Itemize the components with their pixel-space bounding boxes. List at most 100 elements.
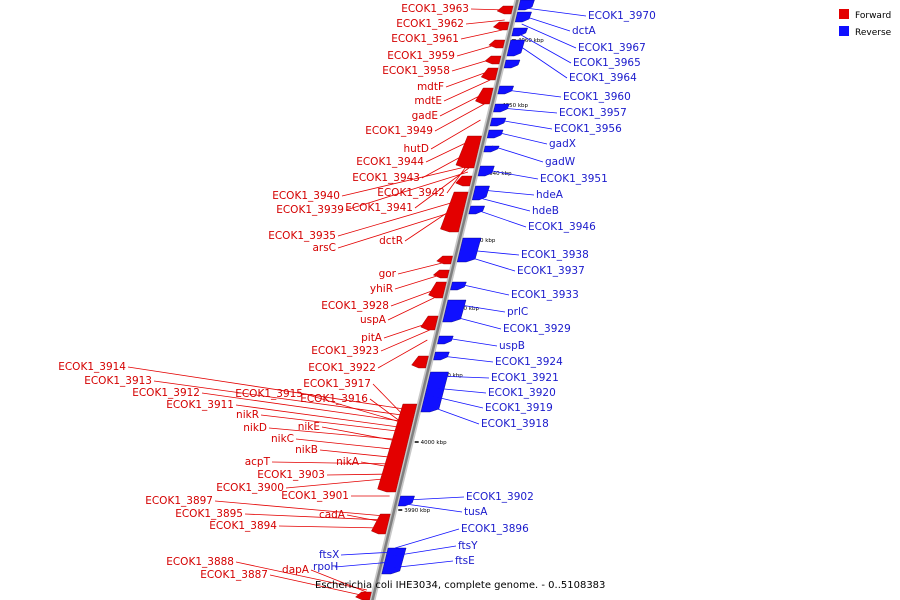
reverse-gene-label: ECOK1_3920: [488, 387, 556, 399]
forward-gene-glyph: [432, 269, 450, 279]
tick-label: 3990 kbp: [404, 508, 430, 514]
forward-label-leader: [439, 91, 488, 117]
genome-backbone: [369, 0, 521, 600]
forward-label-leader: [260, 414, 406, 433]
reverse-label-leader: [405, 503, 463, 513]
forward-gene-label: hutD: [403, 143, 429, 155]
reverse-gene-glyph: [437, 335, 454, 345]
forward-label-leader: [285, 477, 395, 489]
reverse-gene-glyph: [493, 103, 510, 113]
reverse-label-leader: [453, 303, 506, 313]
forward-gene-label: ECOK1_3903: [257, 469, 325, 481]
forward-label-leader: [214, 500, 385, 517]
forward-gene-label: ECOK1_3943: [352, 172, 420, 184]
forward-gene-label: pitA: [361, 332, 383, 344]
reverse-label-leader: [436, 375, 490, 379]
reverse-gene-glyph: [433, 351, 450, 361]
forward-label-leader: [341, 165, 470, 197]
forward-label-leader: [430, 119, 481, 150]
reverse-gene-glyph: [420, 371, 449, 413]
forward-gene-label: ECOK1_3901: [281, 490, 349, 502]
forward-label-leader: [387, 295, 439, 321]
reverse-features: ECOK1_3970 dctA ECOK1_3967 ECOK1_3965 ECOK1_…: [313, 0, 656, 575]
reverse-gene-glyph: [486, 129, 504, 139]
reverse-gene-label: ECOK1_3960: [563, 91, 631, 103]
reverse-gene-glyph: [489, 117, 507, 127]
forward-label-leader: [235, 561, 367, 591]
forward-gene-label: dapA: [282, 564, 310, 576]
forward-gene-glyph: [411, 355, 429, 369]
forward-label-leader: [470, 8, 508, 11]
forward-gene-label: cadA: [319, 509, 346, 521]
forward-label-leader: [321, 426, 403, 443]
forward-label-leader: [380, 329, 430, 352]
reverse-gene-label: dctA: [572, 25, 597, 37]
forward-gene-label: mdtF: [417, 81, 444, 93]
reverse-label-leader: [394, 528, 460, 549]
forward-gene-label: nikR: [236, 409, 259, 421]
forward-gene-label: ECOK1_3961: [391, 33, 459, 45]
forward-gene-label: gor: [379, 268, 397, 280]
forward-label-leader: [369, 398, 407, 427]
forward-label-leader: [445, 69, 493, 88]
forward-gene-glyph: [371, 513, 391, 535]
reverse-label-leader: [429, 405, 480, 425]
reverse-gene-label: ECOK1_3918: [481, 418, 549, 430]
reverse-gene-glyph: [477, 165, 495, 177]
reverse-gene-label: ECOK1_3967: [578, 42, 646, 54]
forward-label-leader: [127, 366, 411, 411]
forward-gene-label: ECOK1_3894: [209, 520, 277, 532]
forward-gene-label: ECOK1_3914: [58, 361, 126, 373]
reverse-label-leader: [501, 107, 558, 114]
forward-label-leader: [278, 525, 382, 529]
forward-label-leader: [337, 209, 459, 249]
forward-gene-label: yhiR: [370, 283, 393, 295]
reverse-gene-glyph: [511, 27, 528, 37]
reverse-label-leader: [498, 119, 553, 130]
forward-gene-label: ECOK1_3895: [175, 508, 243, 520]
forward-label-leader: [271, 461, 398, 465]
forward-gene-label: ECOK1_3928: [321, 300, 389, 312]
forward-gene-label: ECOK1_3887: [200, 569, 268, 581]
forward-label-leader: [446, 159, 472, 194]
reverse-label-leader: [481, 189, 535, 196]
reverse-gene-glyph: [503, 59, 521, 69]
forward-gene-glyph: [475, 87, 494, 105]
forward-label-leader: [390, 287, 441, 307]
reverse-gene-label: ECOK1_3957: [559, 107, 627, 119]
reverse-gene-label: ECOK1_3937: [517, 265, 585, 277]
forward-gene-label: ECOK1_3963: [401, 3, 469, 15]
reverse-gene-glyph: [506, 39, 526, 57]
reverse-label-leader: [433, 387, 487, 394]
reverse-label-leader: [521, 23, 577, 49]
reverse-label-leader: [441, 355, 494, 363]
forward-label-leader: [360, 461, 397, 469]
forward-label-leader: [319, 449, 399, 459]
reverse-gene-label: ECOK1_3933: [511, 289, 579, 301]
forward-gene-label: ECOK1_3888: [166, 556, 234, 568]
forward-label-leader: [465, 19, 505, 25]
reverse-gene-glyph: [450, 281, 467, 291]
forward-label-leader: [201, 392, 408, 423]
forward-gene-label: ECOK1_3939: [276, 204, 344, 216]
forward-gene-label: ECOK1_3959: [387, 50, 455, 62]
reverse-label-leader: [390, 560, 454, 569]
forward-gene-label: ECOK1_3913: [84, 375, 152, 387]
forward-label-leader: [345, 171, 469, 211]
forward-gene-glyph: [488, 39, 506, 49]
forward-gene-label: ECOK1_3941: [345, 202, 413, 214]
forward-gene-label: ECOK1_3962: [396, 18, 464, 30]
forward-gene-label: nikE: [298, 421, 320, 433]
forward-gene-glyph: [484, 55, 502, 65]
forward-gene-label: ECOK1_3911: [166, 399, 234, 411]
forward-label-leader: [394, 273, 444, 290]
forward-gene-glyph: [492, 21, 510, 31]
reverse-label-leader: [476, 209, 527, 228]
reverse-label-leader: [431, 395, 484, 409]
reverse-label-leader: [334, 561, 392, 568]
forward-gene-label: nikD: [243, 422, 267, 434]
forward-label-leader: [404, 203, 461, 242]
forward-gene-label: arsC: [312, 242, 336, 254]
reverse-gene-label: ECOK1_3965: [573, 57, 641, 69]
forward-label-leader: [235, 404, 407, 429]
